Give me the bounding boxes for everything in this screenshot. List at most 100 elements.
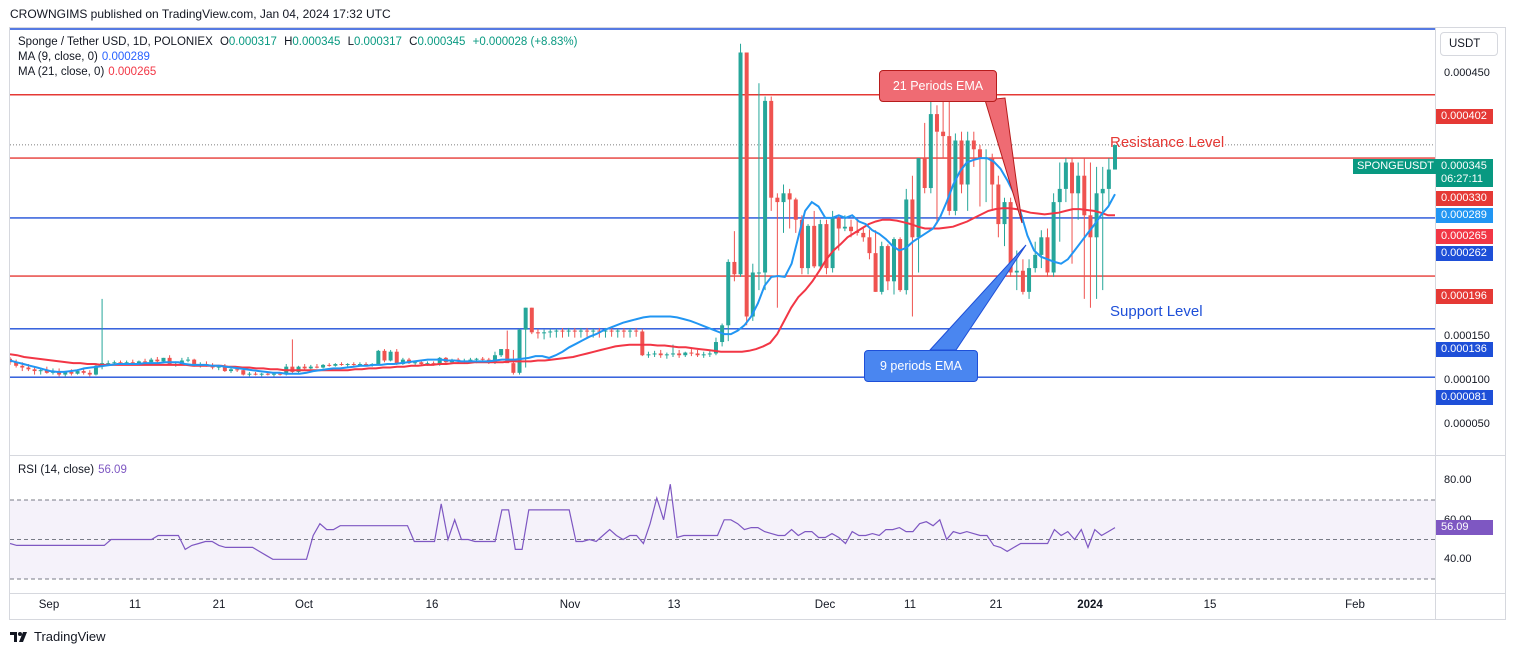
candle-body: [787, 193, 792, 200]
candle-body: [1100, 188, 1105, 194]
candle-body: [812, 225, 817, 267]
last-price-value: 0.000345: [1441, 160, 1487, 172]
rsi-current-tag: 56.09: [1436, 520, 1493, 535]
x-axis-label: Feb: [1345, 599, 1365, 611]
candle-body: [695, 353, 700, 356]
candle-body: [222, 366, 227, 372]
candle-body: [333, 364, 338, 366]
candle-body: [308, 366, 313, 369]
candle-body: [738, 52, 743, 275]
candle-body: [953, 140, 958, 211]
candle-body: [1076, 175, 1081, 194]
annotation-resistance[interactable]: Resistance Level: [1110, 134, 1225, 151]
candle-body: [38, 370, 43, 372]
candle-body: [1033, 254, 1038, 269]
candle-body: [591, 330, 596, 332]
candle-body: [229, 369, 233, 372]
candle-body: [818, 224, 823, 267]
candle-body: [634, 330, 639, 332]
candle-body: [492, 355, 497, 362]
candle-body: [658, 353, 663, 356]
candle-body: [683, 352, 688, 356]
rsi-label: RSI (14, close): [18, 464, 95, 476]
candle-body: [1014, 270, 1019, 273]
candle-body: [554, 330, 559, 332]
candle-body: [259, 373, 264, 375]
candle-body: [934, 114, 939, 132]
high-value: 0.000345: [292, 36, 341, 48]
low-label: L: [347, 36, 354, 48]
candle-body: [560, 330, 565, 332]
price-pane[interactable]: [10, 28, 1435, 455]
candle-body: [548, 331, 553, 333]
x-axis-label: 2024: [1077, 599, 1103, 611]
candle-body: [400, 359, 405, 365]
candle-body: [941, 131, 946, 137]
candle-body: [1113, 144, 1117, 170]
candle-body: [947, 136, 952, 211]
candle-body: [849, 226, 854, 232]
annotation-support[interactable]: Support Level: [1110, 303, 1203, 320]
candle-body: [873, 253, 878, 292]
candle-body: [1045, 237, 1050, 273]
candle-body: [14, 362, 19, 366]
symbol-label[interactable]: Sponge / Tether USD, 1D, POLONIEX: [18, 36, 213, 48]
candle-body: [1051, 202, 1056, 273]
legend-row-ma21[interactable]: MA (21, close, 0) 0.000265: [18, 65, 577, 80]
candle-body: [603, 330, 608, 332]
candle-body: [671, 353, 675, 355]
candle-body: [585, 330, 590, 332]
candle-body: [744, 52, 749, 317]
candle-body: [265, 373, 270, 375]
candle-body: [1039, 237, 1044, 255]
candle-body: [732, 261, 737, 275]
legend-row-ma9[interactable]: MA (9, close, 0) 0.000289: [18, 50, 577, 65]
bar-countdown: 06:27:11: [1441, 173, 1484, 185]
candle-body: [93, 365, 98, 375]
candle-body: [609, 330, 614, 332]
ma9-value: 0.000289: [101, 51, 150, 63]
candle-body: [278, 373, 283, 375]
candle-body: [646, 354, 651, 356]
candle-body: [664, 354, 669, 356]
rsi-pane[interactable]: [10, 457, 1435, 593]
candle-body: [542, 332, 547, 334]
candle-body: [836, 217, 841, 229]
last-price-tag: 0.000345 06:27:11: [1436, 159, 1493, 187]
candle-body: [677, 353, 682, 356]
x-axis-label: 16: [425, 599, 439, 611]
rsi-legend[interactable]: RSI (14, close) 56.09: [18, 464, 127, 476]
annotation-ema9[interactable]: 9 periods EMA: [864, 350, 978, 382]
candle-body: [241, 370, 246, 375]
candle-body: [628, 330, 633, 332]
candle-body: [898, 239, 903, 291]
tradingview-brand[interactable]: TradingView: [10, 629, 106, 644]
candle-body: [621, 330, 626, 332]
brand-label: TradingView: [34, 629, 106, 644]
level-tag-0-000136: 0.000136: [1436, 342, 1493, 357]
candle-body: [20, 365, 25, 368]
candle-body: [904, 199, 909, 291]
candle-body: [413, 362, 418, 364]
candle-body: [769, 100, 774, 198]
candle-body: [63, 371, 68, 375]
y-axis-label: 0.000150: [1444, 330, 1490, 342]
candle-body: [615, 330, 620, 332]
annotation-ema21[interactable]: 21 Periods EMA: [879, 70, 997, 102]
candle-body: [87, 372, 92, 375]
candle-body: [394, 351, 399, 365]
pane-separator[interactable]: [10, 455, 1506, 456]
candle-body: [578, 330, 583, 332]
candle-body: [253, 373, 258, 375]
rsi-band: [10, 500, 1435, 579]
candle-body: [793, 199, 798, 220]
candle-body: [44, 370, 49, 373]
x-axis-label: Nov: [559, 599, 581, 611]
candle-body: [351, 364, 356, 366]
candle-body: [990, 158, 995, 185]
currency-button[interactable]: USDT: [1440, 32, 1498, 56]
level-tag-0-000081: 0.000081: [1436, 390, 1493, 405]
x-axis-label: Sep: [38, 599, 60, 611]
candle-body: [271, 373, 276, 375]
candle-body: [143, 361, 148, 363]
